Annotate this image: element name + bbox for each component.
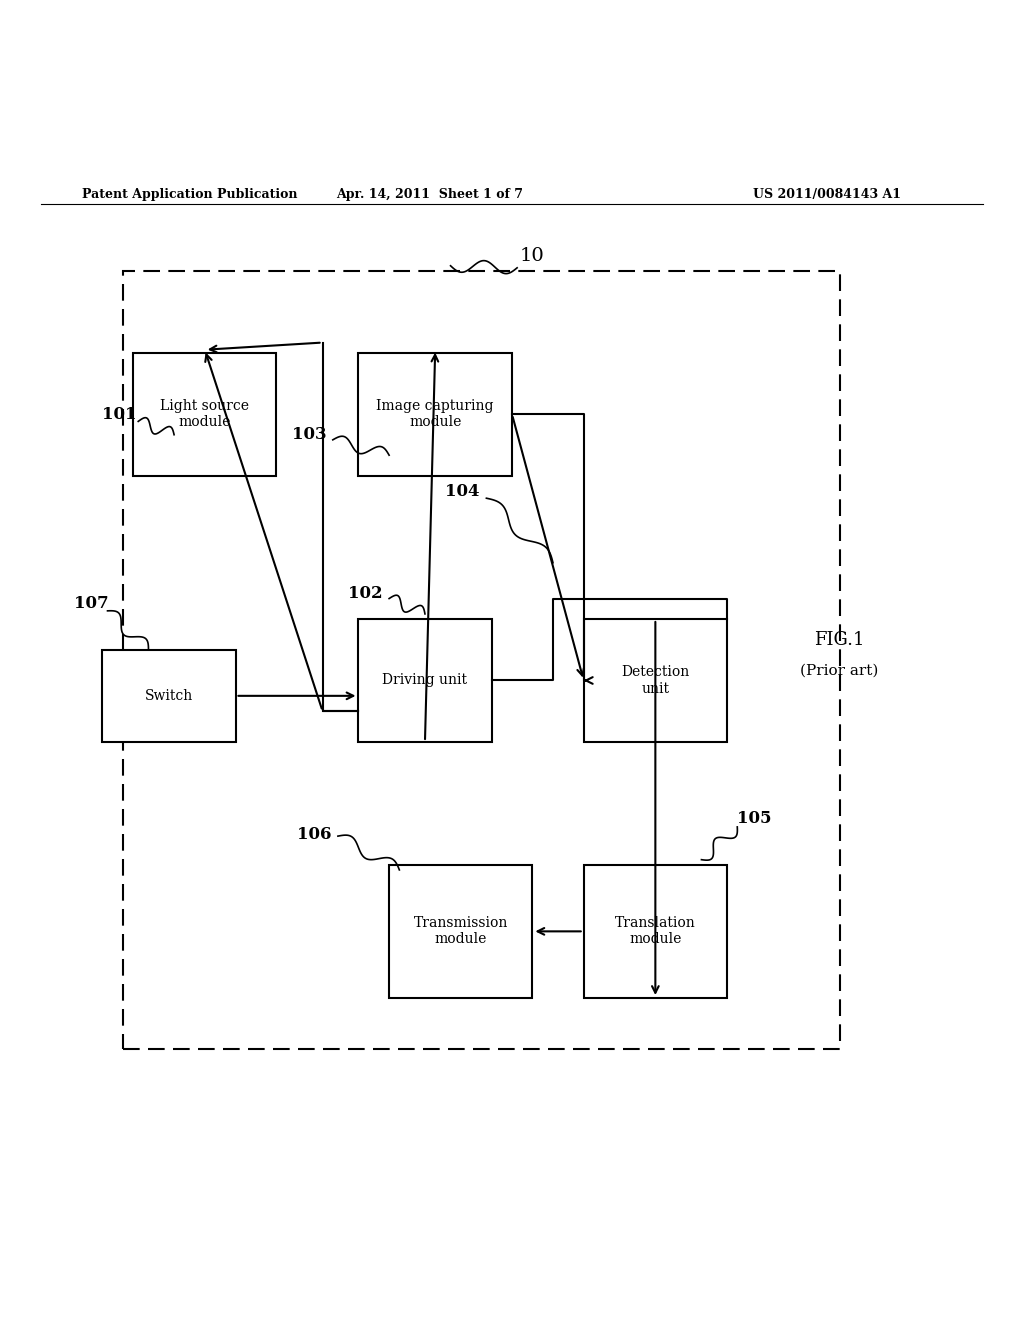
Text: US 2011/0084143 A1: US 2011/0084143 A1: [753, 187, 901, 201]
Text: Apr. 14, 2011  Sheet 1 of 7: Apr. 14, 2011 Sheet 1 of 7: [337, 187, 523, 201]
Text: Translation
module: Translation module: [615, 916, 695, 946]
Text: 101: 101: [102, 405, 137, 422]
Text: Image capturing
module: Image capturing module: [377, 399, 494, 429]
FancyBboxPatch shape: [358, 352, 512, 475]
Text: 102: 102: [348, 585, 383, 602]
Text: Switch: Switch: [144, 689, 194, 702]
Text: (Prior art): (Prior art): [801, 663, 879, 677]
Text: 107: 107: [74, 595, 109, 612]
FancyBboxPatch shape: [584, 619, 727, 742]
Text: Transmission
module: Transmission module: [414, 916, 508, 946]
Text: Light source
module: Light source module: [161, 399, 249, 429]
Text: 104: 104: [445, 483, 480, 499]
FancyBboxPatch shape: [358, 619, 492, 742]
Text: Detection
unit: Detection unit: [622, 665, 689, 696]
FancyBboxPatch shape: [102, 649, 236, 742]
FancyBboxPatch shape: [133, 352, 276, 475]
Bar: [123, 271, 840, 1049]
Text: 106: 106: [297, 825, 332, 842]
Text: 105: 105: [737, 810, 772, 828]
Text: FIG.1: FIG.1: [814, 631, 865, 648]
FancyBboxPatch shape: [584, 865, 727, 998]
Text: 103: 103: [292, 426, 327, 444]
Text: Patent Application Publication: Patent Application Publication: [82, 187, 297, 201]
Text: Driving unit: Driving unit: [382, 673, 468, 688]
Text: 10: 10: [520, 247, 545, 264]
FancyBboxPatch shape: [389, 865, 532, 998]
